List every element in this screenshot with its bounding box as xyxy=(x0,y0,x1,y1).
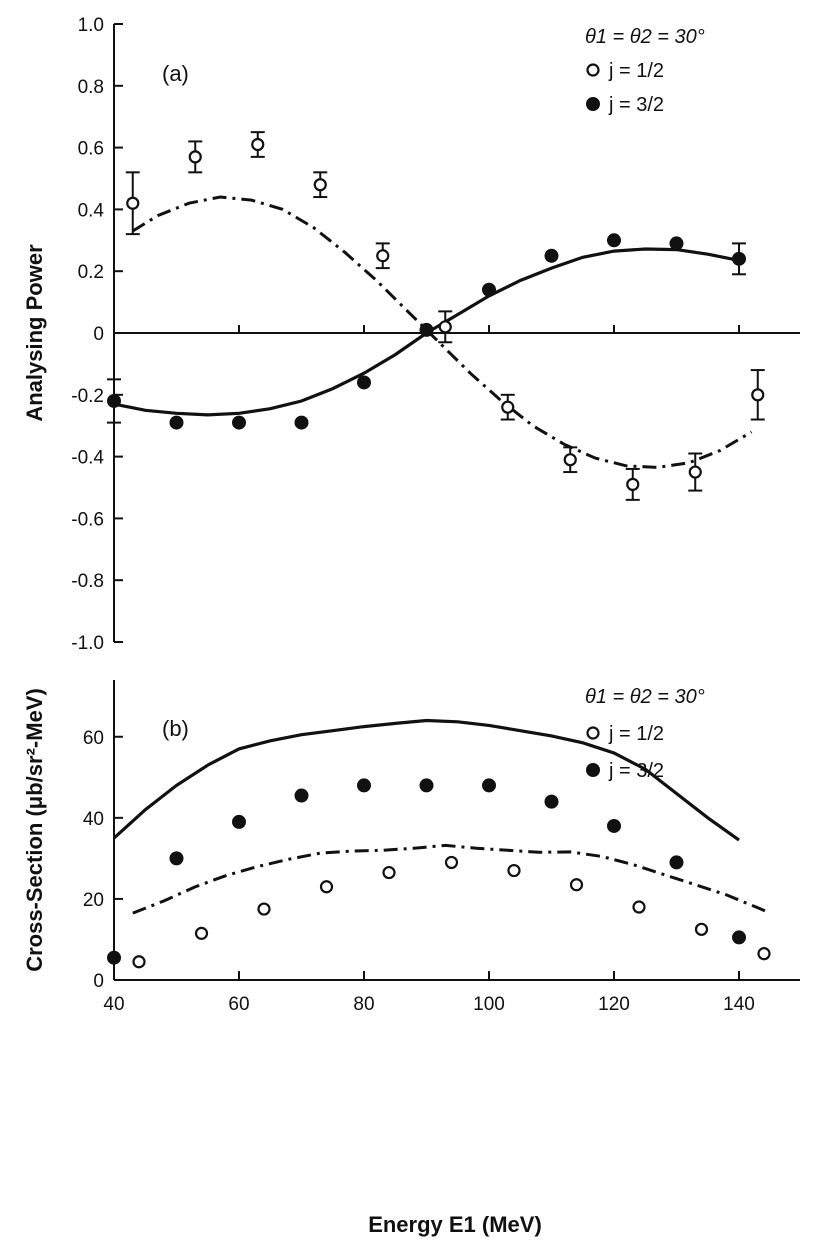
data-point-j-3-2 xyxy=(732,251,746,266)
data-point-j-1-2 xyxy=(376,249,390,263)
y-tick-label: 40 xyxy=(83,809,104,830)
y-axis-title: Analysing Power xyxy=(22,244,47,422)
data-point-j-3-2 xyxy=(419,322,434,337)
panel-b-cross-section: 0 20 40 60 40 60 80 100 120 140 (b) Cross-Section (… xyxy=(22,680,800,1237)
data-point-j-3-2 xyxy=(107,950,121,965)
data-point-j-1-2 xyxy=(632,900,646,914)
data-point-j-3-2 xyxy=(232,814,246,829)
data-point-j-3-2 xyxy=(419,778,434,793)
data-point-j-1-2 xyxy=(438,320,452,334)
y-tick-label: 0.6 xyxy=(78,139,104,160)
data-point-j-1-2 xyxy=(507,863,521,878)
data-point-j-3-2 xyxy=(294,415,309,430)
data-point-j-1-2 xyxy=(626,477,640,492)
legend-entry-label: j = 3/2 xyxy=(608,760,664,782)
data-point-j-3-2 xyxy=(544,794,559,809)
data-point-j-3-2 xyxy=(232,415,246,430)
legend-marker xyxy=(586,763,600,777)
data-point-j-1-2 xyxy=(501,400,515,414)
legend-header: θ1 = θ2 = 30° xyxy=(585,26,705,48)
x-tick-label: 60 xyxy=(228,994,249,1015)
data-point-j-1-2 xyxy=(444,855,459,870)
y-tick-label: -0.2 xyxy=(71,386,104,407)
y-tick-label: -0.6 xyxy=(71,509,104,530)
x-tick-label: 100 xyxy=(473,994,505,1015)
legend-entry-label: j = 1/2 xyxy=(608,723,664,745)
data-point-j-1-2 xyxy=(188,150,202,164)
data-point-j-1-2 xyxy=(563,453,577,467)
data-point-j-1-2 xyxy=(694,922,709,936)
data-point-j-1-2 xyxy=(313,178,327,192)
legend: θ1 = θ2 = 30° j = 1/2 j = 3/2 xyxy=(585,686,705,782)
data-point-j-1-2 xyxy=(126,196,140,210)
y-tick-label: 1.0 xyxy=(78,15,104,36)
x-tick-label: 140 xyxy=(723,994,755,1015)
y-tick-label: 0.2 xyxy=(78,262,104,283)
theory-curve-dashdot xyxy=(132,195,753,469)
theory-curve-solid xyxy=(112,718,740,842)
data-point-j-3-2 xyxy=(357,778,371,793)
data-point-j-1-2 xyxy=(757,947,771,961)
x-tick-label: 80 xyxy=(353,994,374,1015)
y-tick-label: 20 xyxy=(83,890,104,911)
data-point-j-3-2 xyxy=(669,855,684,870)
y-tick-label: 0 xyxy=(93,324,104,345)
legend-entry-label: j = 3/2 xyxy=(608,94,664,116)
y-tick-label: 0.8 xyxy=(78,77,104,98)
data-point-j-3-2 xyxy=(169,851,184,866)
y-tick-label: 0 xyxy=(93,971,104,992)
data-point-j-3-2 xyxy=(294,788,309,803)
y-tick-label: -0.4 xyxy=(71,448,104,469)
data-point-j-3-2 xyxy=(169,415,184,430)
legend-header: θ1 = θ2 = 30° xyxy=(585,686,705,708)
y-tick-label: 60 xyxy=(83,728,104,749)
data-point-j-3-2 xyxy=(482,778,496,793)
data-point-j-3-2 xyxy=(732,930,746,945)
legend-marker xyxy=(586,97,600,111)
legend-marker xyxy=(586,726,600,740)
data-point-j-1-2 xyxy=(319,880,334,894)
data-point-j-1-2 xyxy=(132,955,146,969)
data-point-j-3-2 xyxy=(482,282,496,297)
panel-label: (a) xyxy=(162,61,189,86)
data-point-j-3-2 xyxy=(107,393,121,408)
y-tick-label: 0.4 xyxy=(78,200,105,221)
x-tick-label: 120 xyxy=(598,994,630,1015)
y-tick-label: -1.0 xyxy=(71,633,104,654)
data-point-j-3-2 xyxy=(669,236,684,251)
x-tick-label: 40 xyxy=(103,994,124,1015)
data-point-j-3-2 xyxy=(544,248,559,263)
data-point-j-1-2 xyxy=(382,865,396,880)
theory-curve-dashdot xyxy=(132,843,771,915)
data-point-j-1-2 xyxy=(194,926,209,940)
data-point-j-1-2 xyxy=(569,878,584,892)
panel-a-analysing-power: -1.0 -0.8 -0.6 -0.4 -0.2 0 0.2 0.4 0.6 0.8 1.0 (a) A… xyxy=(22,15,800,654)
legend-marker xyxy=(586,63,600,77)
legend-entry-label: j = 1/2 xyxy=(608,60,664,82)
panel-label: (b) xyxy=(162,716,189,741)
data-point-j-1-2 xyxy=(251,137,265,152)
data-point-j-1-2 xyxy=(257,902,271,916)
data-point-j-1-2 xyxy=(751,388,765,402)
data-point-j-1-2 xyxy=(688,465,702,479)
data-point-j-3-2 xyxy=(607,233,621,248)
x-axis-title: Energy E1 (MeV) xyxy=(368,1212,542,1237)
data-point-j-3-2 xyxy=(607,818,621,833)
y-tick-label: -0.8 xyxy=(71,571,104,592)
data-point-j-3-2 xyxy=(357,375,371,390)
legend: θ1 = θ2 = 30° j = 1/2 j = 3/2 xyxy=(585,26,705,116)
y-axis-title: Cross-Section (μb/sr²-MeV) xyxy=(22,688,47,972)
